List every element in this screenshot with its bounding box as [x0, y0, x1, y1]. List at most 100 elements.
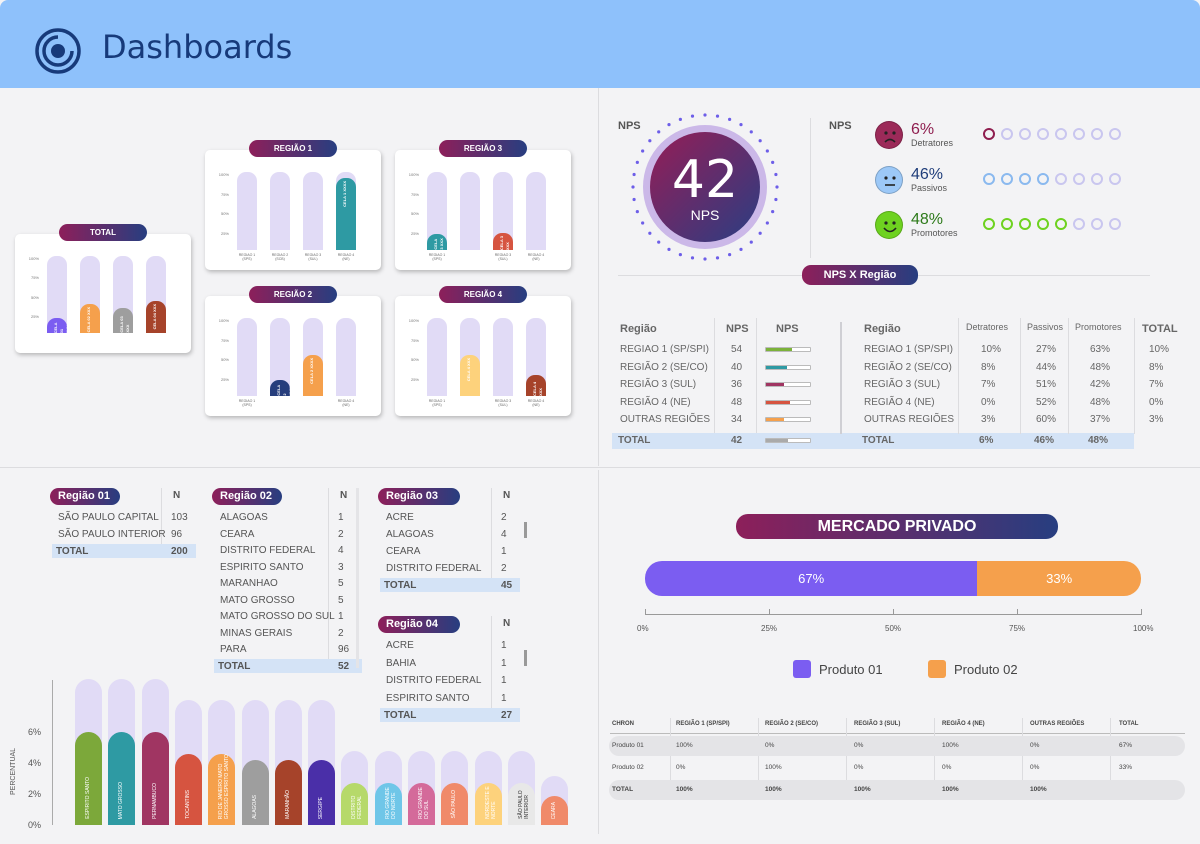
region-name: REGIAO 1 (SP/SPI) — [620, 344, 709, 355]
col-header: REGIÃO 3 (SUL) — [854, 721, 901, 727]
rating-dot — [1109, 128, 1121, 140]
divider — [758, 718, 759, 800]
tick-label: 75% — [410, 337, 419, 343]
rating-dot — [1055, 218, 1067, 230]
list-row-name: ALAGOAS — [220, 512, 268, 523]
divider — [1110, 718, 1111, 800]
table-total-cell: 48% — [1088, 435, 1109, 446]
list-row-name: DISTRITO FEDERAL — [220, 545, 316, 556]
bar: CEARA — [541, 795, 569, 825]
divider — [846, 718, 847, 800]
scrollbar[interactable] — [524, 522, 527, 538]
bar: MATO GROSSO — [108, 732, 136, 825]
bar: RIO GRANDE DO SUL — [408, 783, 435, 825]
gauge-dot — [749, 130, 753, 134]
stacked-bar-segment: 67% — [645, 561, 978, 596]
bar-label: CELA 4 XXX — [466, 358, 471, 382]
divider — [714, 318, 715, 434]
divider — [810, 118, 811, 258]
mercado-title: MERCADO PRIVADO — [736, 514, 1058, 539]
list-row-name: ESPIRITO SANTO — [386, 692, 470, 704]
tick-label: 50% — [30, 294, 39, 300]
scrollbar[interactable] — [356, 488, 359, 668]
region-card-title: REGIÃO 3 — [439, 140, 527, 157]
gauge-dot — [715, 114, 720, 118]
x-label: REGIAO 4 (NE) — [337, 399, 355, 407]
gauge-dot — [774, 197, 778, 202]
bar-label: ESPIRITO SANTO — [85, 777, 91, 819]
region-card-title: REGIÃO 2 — [249, 286, 337, 303]
bar-background — [237, 172, 257, 250]
bar-label: SERGIPE — [318, 796, 325, 819]
list-row-value: 4 — [338, 545, 344, 556]
tick-label: 75% — [220, 191, 229, 197]
scrollbar[interactable] — [524, 650, 527, 666]
col-header: TOTAL — [1142, 323, 1178, 335]
bar-background — [526, 172, 546, 250]
table-cell: 60% — [1036, 414, 1057, 425]
rating-dot — [1073, 128, 1085, 140]
nps-value: 40 — [731, 361, 743, 373]
rating-dot — [983, 173, 995, 185]
list-total-value: 200 — [171, 546, 188, 557]
col-header: TOTAL — [1119, 721, 1139, 727]
total-label: TOTAL — [618, 435, 651, 446]
bar-label: CELA 2 XXXX — [276, 385, 293, 396]
list-row-name: MATO GROSSO DO SUL — [220, 611, 335, 622]
bar-label: CELA 3 XXX — [433, 238, 444, 250]
rating-dot — [983, 128, 995, 140]
table-cell: 100% — [1030, 786, 1047, 793]
gauge-dot — [641, 149, 645, 153]
list-row-value: 2 — [501, 563, 507, 574]
table-cell: 100% — [942, 786, 959, 793]
table-cell: 0% — [1030, 764, 1040, 771]
bar-label: SÃO PAULO — [451, 790, 458, 819]
bar: DISTRITO FEDERAL — [341, 783, 369, 825]
bar-label: CELA 02 XXX — [86, 306, 91, 333]
legend-swatch — [928, 660, 946, 678]
list-row-value: 96 — [338, 644, 350, 655]
table-cell: Produto 01 — [612, 742, 644, 749]
stacked-bar: 67% 33% — [645, 561, 1141, 596]
x-label: REGIAO 4 (NE) — [527, 253, 545, 261]
col-header: Passivos — [1027, 322, 1064, 332]
bar-background — [47, 256, 67, 333]
n-header: N — [173, 490, 181, 501]
gauge-dot — [739, 123, 743, 127]
list-row-value: 2 — [338, 627, 344, 639]
tick-label: 50% — [220, 211, 229, 216]
tick-label: 100% — [408, 318, 419, 323]
tick-label: 25% — [220, 230, 229, 236]
tick-label: 25% — [30, 313, 39, 319]
table-cell: 44% — [1036, 361, 1057, 373]
list-row-name: CEARA — [220, 528, 255, 540]
divider — [958, 318, 959, 434]
total-value: 42 — [731, 435, 743, 446]
gauge-dot — [678, 253, 682, 257]
list-row-value: 1 — [501, 675, 507, 686]
x-label: REGIAO 2 (SCB) — [271, 253, 289, 261]
gauge-dot — [765, 221, 769, 225]
nps-bar-fill — [766, 348, 793, 351]
bar: CELA 03 XXX — [113, 308, 133, 333]
divider — [491, 616, 492, 722]
gauge-dot — [648, 231, 652, 235]
bar-background — [427, 318, 447, 396]
rating-dot — [1091, 173, 1103, 185]
bar-label: CELA 2 XXXX — [309, 358, 314, 385]
list-total-label: TOTAL — [56, 546, 89, 557]
col-header: Promotores — [1075, 322, 1122, 332]
list-row-value: 4 — [501, 529, 507, 540]
group-name: Promotores — [911, 228, 958, 238]
total-row-bg — [380, 578, 520, 592]
tick-label: 50% — [410, 357, 419, 362]
table-cell: 33% — [1119, 764, 1133, 771]
nps-bar-fill — [766, 418, 784, 421]
table-cell: 100% — [854, 786, 871, 793]
tick-label: 25% — [410, 376, 419, 382]
gauge-dot — [667, 123, 671, 127]
list-row-name: CEARA — [386, 546, 421, 557]
table-cell: 0% — [1149, 396, 1164, 408]
divider — [1022, 718, 1023, 800]
col-header: Região — [620, 323, 657, 335]
